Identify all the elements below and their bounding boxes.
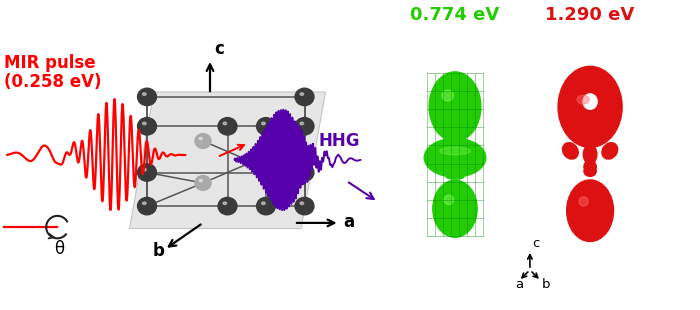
Ellipse shape [583, 145, 597, 164]
Text: MIR pulse: MIR pulse [4, 54, 95, 72]
Ellipse shape [199, 179, 202, 182]
Ellipse shape [143, 122, 146, 125]
Ellipse shape [256, 117, 275, 135]
Ellipse shape [295, 164, 314, 181]
Ellipse shape [223, 122, 227, 125]
Ellipse shape [295, 197, 314, 215]
Ellipse shape [429, 72, 481, 141]
Ellipse shape [563, 143, 578, 159]
Ellipse shape [137, 88, 156, 106]
Ellipse shape [602, 143, 617, 159]
Ellipse shape [584, 166, 596, 176]
Ellipse shape [262, 122, 265, 125]
Ellipse shape [244, 155, 260, 169]
Ellipse shape [143, 202, 146, 205]
Text: a: a [343, 213, 354, 231]
Ellipse shape [579, 197, 588, 206]
Ellipse shape [424, 138, 486, 177]
Text: b: b [153, 242, 164, 260]
Ellipse shape [199, 137, 202, 140]
Ellipse shape [300, 202, 304, 205]
Ellipse shape [262, 202, 265, 205]
Ellipse shape [223, 202, 227, 205]
Ellipse shape [143, 93, 146, 95]
Text: HHG: HHG [318, 132, 360, 150]
Ellipse shape [577, 95, 589, 104]
Text: θ: θ [54, 240, 64, 258]
Ellipse shape [442, 90, 454, 101]
Ellipse shape [195, 175, 211, 190]
Ellipse shape [137, 197, 156, 215]
Ellipse shape [295, 117, 314, 135]
Ellipse shape [433, 180, 477, 237]
Ellipse shape [440, 147, 470, 155]
Polygon shape [130, 92, 326, 228]
Text: b: b [542, 278, 550, 291]
Ellipse shape [248, 158, 251, 161]
Text: 1.290 eV: 1.290 eV [545, 6, 635, 24]
Text: 0.774 eV: 0.774 eV [410, 6, 500, 24]
Ellipse shape [300, 93, 304, 95]
Ellipse shape [195, 134, 211, 148]
Ellipse shape [300, 122, 304, 125]
Ellipse shape [583, 94, 597, 109]
Ellipse shape [567, 180, 613, 241]
Ellipse shape [581, 136, 599, 147]
Text: (0.258 eV): (0.258 eV) [4, 73, 101, 91]
Ellipse shape [295, 88, 314, 106]
Ellipse shape [218, 197, 237, 215]
Ellipse shape [558, 66, 622, 147]
Ellipse shape [218, 117, 237, 135]
Text: c: c [214, 40, 224, 58]
Ellipse shape [584, 161, 596, 173]
Ellipse shape [300, 168, 304, 171]
Ellipse shape [256, 197, 275, 215]
Ellipse shape [445, 137, 465, 145]
Text: a: a [515, 278, 524, 291]
Ellipse shape [137, 164, 156, 181]
Ellipse shape [447, 175, 463, 179]
Text: c: c [532, 237, 540, 250]
Ellipse shape [143, 168, 146, 171]
Ellipse shape [444, 195, 454, 205]
Ellipse shape [137, 117, 156, 135]
